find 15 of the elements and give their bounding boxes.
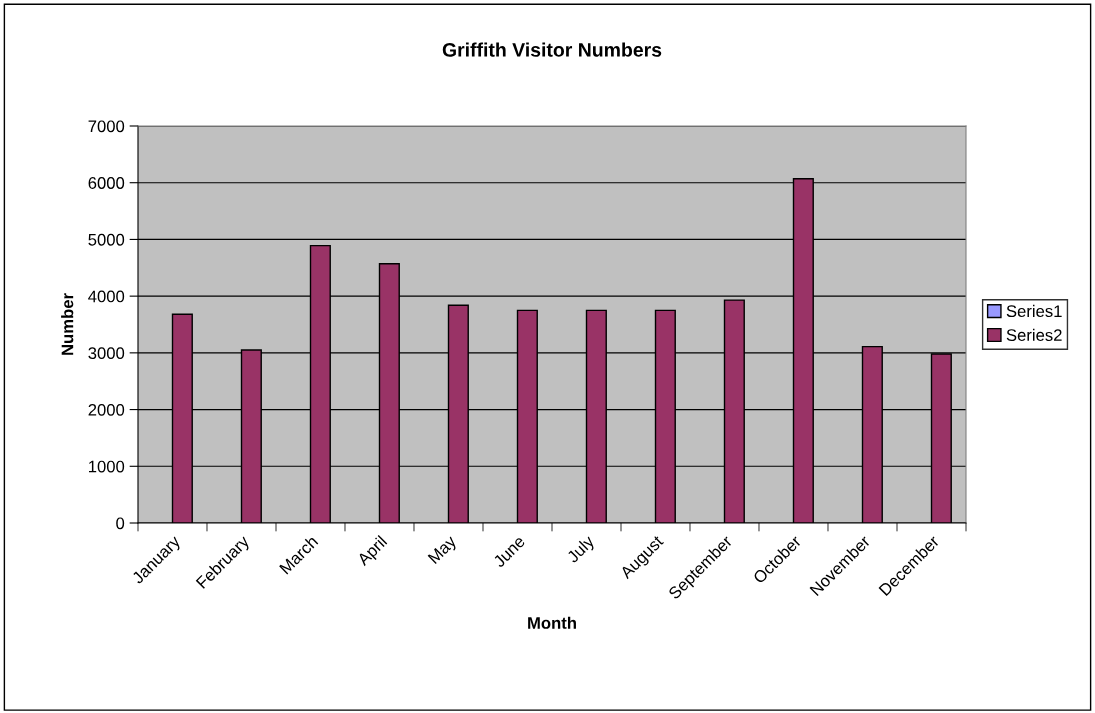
y-axis-title: Number	[61, 293, 74, 355]
y-tick-label: 0	[116, 517, 125, 530]
y-tick-label: 3000	[88, 347, 125, 360]
chart-title: Griffith Visitor Numbers	[442, 42, 662, 57]
legend-label: Series2	[1006, 328, 1062, 341]
x-tick-label: May	[427, 534, 460, 567]
y-tick-label: 6000	[88, 177, 125, 189]
y-tick-label: 4000	[88, 290, 125, 303]
y-tick-label: 5000	[88, 233, 125, 246]
x-tick-label: July	[565, 534, 598, 566]
y-tick-label: 7000	[88, 120, 125, 133]
y-tick-label: 1000	[89, 460, 125, 473]
legend-label: Series1	[1006, 304, 1062, 318]
x-axis-title: Month	[528, 616, 576, 629]
y-tick-label: 2000	[88, 403, 125, 416]
